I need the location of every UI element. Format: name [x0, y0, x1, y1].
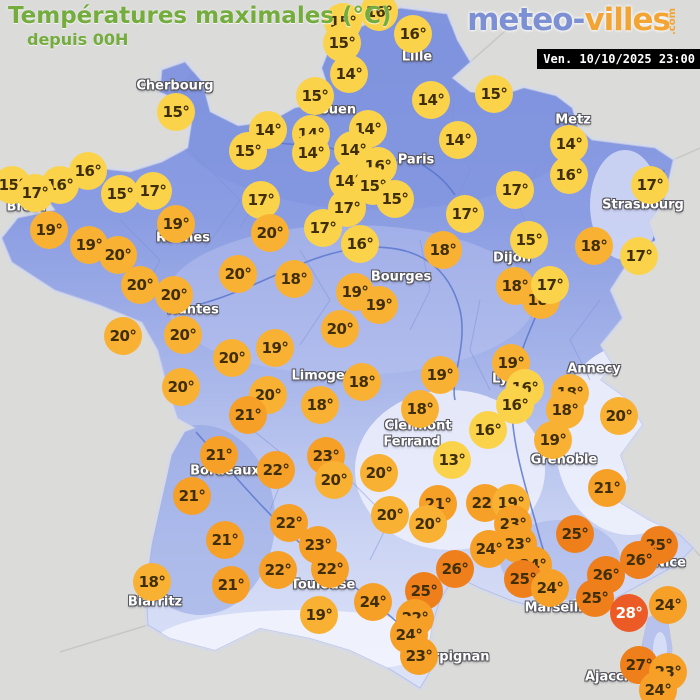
temp-bubble[interactable]: 19°: [360, 286, 398, 324]
temp-bubble[interactable]: 16°: [360, 0, 398, 31]
temp-bubble[interactable]: 16°: [394, 15, 432, 53]
temp-bubble[interactable]: 18°: [575, 227, 613, 265]
logo-part-villes: villes: [584, 2, 671, 38]
temp-bubble[interactable]: 19°: [157, 205, 195, 243]
temp-bubble[interactable]: 15°: [101, 175, 139, 213]
temp-bubble[interactable]: 24°: [354, 583, 392, 621]
temp-bubble[interactable]: 15°: [229, 132, 267, 170]
temp-bubble[interactable]: 18°: [424, 231, 462, 269]
temp-bubble[interactable]: 25°: [576, 579, 614, 617]
temp-bubble[interactable]: 17°: [496, 171, 534, 209]
temp-bubble[interactable]: 21°: [200, 436, 238, 474]
temp-bubble[interactable]: 19°: [421, 356, 459, 394]
temp-bubble[interactable]: 17°: [531, 266, 569, 304]
temp-bubble[interactable]: 16°: [341, 225, 379, 263]
temp-bubble[interactable]: 16°: [550, 156, 588, 194]
temp-bubble[interactable]: 20°: [121, 266, 159, 304]
temp-bubble[interactable]: 20°: [360, 454, 398, 492]
datetime-badge: Ven. 10/10/2025 23:00: [537, 49, 700, 69]
page-title: Températures maximales (°C): [8, 3, 392, 29]
temp-bubble[interactable]: 18°: [401, 390, 439, 428]
temp-bubble[interactable]: 14°: [330, 55, 368, 93]
temp-bubble[interactable]: 15°: [510, 221, 548, 259]
temp-bubble[interactable]: 21°: [206, 521, 244, 559]
temp-bubble[interactable]: 22°: [311, 550, 349, 588]
temp-bubble[interactable]: 17°: [16, 174, 54, 212]
temp-bubble[interactable]: 20°: [162, 368, 200, 406]
temp-bubble[interactable]: 20°: [409, 505, 447, 543]
temp-bubble[interactable]: 18°: [301, 386, 339, 424]
temp-bubble[interactable]: 28°: [610, 594, 648, 632]
logo-com-suffix: .com: [666, 7, 678, 36]
temp-bubble[interactable]: 20°: [321, 310, 359, 348]
temp-bubble[interactable]: 18°: [275, 260, 313, 298]
temp-bubble[interactable]: 20°: [219, 255, 257, 293]
temp-bubble[interactable]: 22°: [270, 504, 308, 542]
temp-bubble[interactable]: 14°: [412, 81, 450, 119]
temp-bubble[interactable]: 17°: [134, 172, 172, 210]
temp-bubble[interactable]: 24°: [470, 530, 508, 568]
temp-bubble[interactable]: 19°: [256, 329, 294, 367]
temp-bubble[interactable]: 24°: [639, 671, 677, 700]
temp-bubble[interactable]: 19°: [300, 596, 338, 634]
temp-bubble[interactable]: 16°: [469, 411, 507, 449]
temp-bubble[interactable]: 20°: [315, 461, 353, 499]
temp-bubble[interactable]: 15°: [376, 180, 414, 218]
temp-bubble[interactable]: 15°: [157, 93, 195, 131]
temp-bubble[interactable]: 15°: [296, 77, 334, 115]
temp-bubble[interactable]: 26°: [436, 550, 474, 588]
logo-part-meteo: meteo-: [467, 2, 585, 38]
temp-bubble[interactable]: 14°: [439, 121, 477, 159]
temp-bubble[interactable]: 26°: [620, 541, 658, 579]
temp-bubble[interactable]: 13°: [433, 441, 471, 479]
temp-bubble[interactable]: 17°: [446, 195, 484, 233]
temp-bubble[interactable]: 23°: [400, 637, 438, 675]
temp-bubble[interactable]: 22°: [257, 451, 295, 489]
temp-bubble[interactable]: 20°: [164, 316, 202, 354]
temp-bubble[interactable]: 14°: [550, 125, 588, 163]
temp-bubble[interactable]: 20°: [251, 214, 289, 252]
temp-bubble[interactable]: 25°: [556, 515, 594, 553]
temp-bubble[interactable]: 15°: [475, 75, 513, 113]
temp-bubble[interactable]: 21°: [588, 469, 626, 507]
temp-bubble[interactable]: 18°: [133, 563, 171, 601]
temp-bubble[interactable]: 21°: [229, 396, 267, 434]
temp-bubble[interactable]: 26°: [587, 556, 625, 594]
temp-bubble[interactable]: 24°: [531, 569, 569, 607]
temp-bubble[interactable]: 17°: [304, 209, 342, 247]
temp-bubble[interactable]: 24°: [649, 586, 687, 624]
temp-bubble[interactable]: 19°: [30, 211, 68, 249]
temp-bubble[interactable]: 21°: [173, 477, 211, 515]
temp-bubble[interactable]: 21°: [212, 566, 250, 604]
temp-bubble[interactable]: 20°: [104, 317, 142, 355]
temp-bubble[interactable]: 20°: [249, 376, 287, 414]
temp-bubble[interactable]: 18°: [343, 363, 381, 401]
temp-bubble[interactable]: 20°: [213, 339, 251, 377]
temp-bubble[interactable]: 14°: [292, 134, 330, 172]
temp-bubble[interactable]: 17°: [242, 181, 280, 219]
temp-bubble[interactable]: 17°: [631, 166, 669, 204]
temp-bubble[interactable]: 19°: [534, 421, 572, 459]
temp-bubble[interactable]: 20°: [371, 496, 409, 534]
temp-bubble[interactable]: 20°: [600, 397, 638, 435]
temp-bubble[interactable]: 17°: [620, 237, 658, 275]
page-subtitle: depuis 00H: [27, 30, 129, 49]
temp-bubble[interactable]: 22°: [259, 551, 297, 589]
meteo-villes-logo[interactable]: meteo-villes: [467, 2, 671, 38]
temp-bubble[interactable]: 20°: [155, 276, 193, 314]
